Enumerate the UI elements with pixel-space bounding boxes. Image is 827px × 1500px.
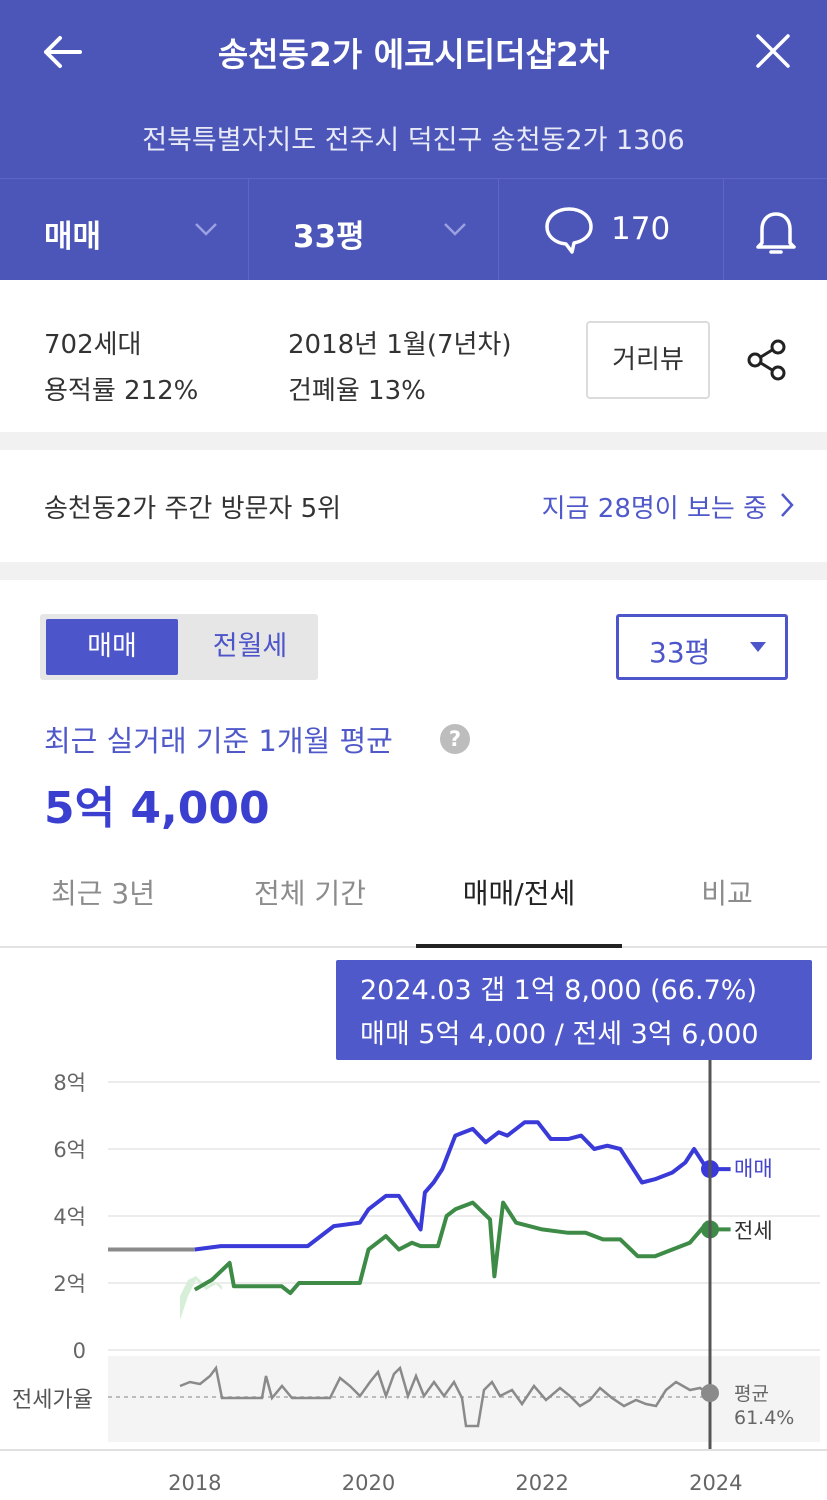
- y-tick-label: 4억: [53, 1205, 86, 1229]
- chart-tabs: 최근 3년 전체 기간 매매/전세 비교: [0, 866, 827, 948]
- complex-info: 702세대 2018년 1월(7년차) 용적률 212% 건폐율 13% 거리뷰: [0, 280, 827, 432]
- sale-series-label: 매매: [734, 1157, 773, 1181]
- size-dropdown[interactable]: 33평: [249, 179, 499, 280]
- x-tick-label: 2024: [689, 1471, 742, 1495]
- chart-tooltip: 2024.03 갭 1억 8,000 (66.7%) 매매 5억 4,000 /…: [336, 960, 812, 1060]
- avg-price: 5억 4,000: [44, 783, 270, 834]
- ratio-avg-label: 평균: [734, 1383, 769, 1405]
- building-coverage-ratio: 건폐율 13%: [288, 376, 426, 406]
- tooltip-prices: 매매 5억 4,000 / 전세 3억 6,000: [360, 1019, 759, 1050]
- visitor-rank: 송천동2가 주간 방문자 5위: [44, 494, 342, 524]
- chevron-down-icon: [195, 223, 217, 236]
- ratio-line: [179, 1365, 711, 1428]
- caret-down-icon: [750, 642, 766, 652]
- street-view-button[interactable]: 거리뷰: [586, 321, 710, 399]
- visitor-rank-row[interactable]: 송천동2가 주간 방문자 5위 지금 28명이 보는 중: [0, 450, 827, 562]
- y-tick-label: 2억: [53, 1272, 86, 1296]
- y-tick-label: 0: [73, 1339, 86, 1363]
- jeonse-price-line: [193, 1200, 731, 1296]
- toggle-rent[interactable]: 전월세: [212, 631, 288, 662]
- chevron-down-icon: [444, 223, 466, 236]
- help-icon[interactable]: ?: [440, 724, 470, 754]
- alarm-button[interactable]: [724, 179, 827, 280]
- price-chart[interactable]: 0 2억 4억 6억 8억 2018 2020 2022 2024 전세가율 매매 전세 평균…: [0, 1060, 827, 1500]
- share-icon[interactable]: [744, 338, 788, 382]
- tooltip-gap: 2024.03 갭 1억 8,000 (66.7%): [360, 975, 757, 1006]
- deal-type-toggle: 매매 전월세: [40, 614, 318, 680]
- ratio-axis-label: 전세가율: [12, 1388, 93, 1413]
- app-header: 송천동2가 에코시티더샵2차 전북특별자치도 전주시 덕진구 송천동2가 130…: [0, 0, 827, 280]
- sale-price-line: [194, 1120, 731, 1252]
- toggle-sale[interactable]: 매매: [46, 619, 178, 675]
- households: 702세대: [44, 330, 142, 360]
- page-title: 송천동2가 에코시티더샵2차: [217, 35, 610, 74]
- x-tick-label: 2020: [342, 1471, 395, 1495]
- comment-count: 170: [611, 211, 671, 247]
- y-tick-label: 8억: [53, 1071, 86, 1095]
- size-select[interactable]: 33평: [616, 614, 788, 680]
- back-arrow-icon[interactable]: [40, 30, 84, 74]
- comments-button[interactable]: 170: [499, 179, 724, 280]
- y-tick-label: 6억: [53, 1138, 86, 1162]
- jeonse-series-label: 전세: [734, 1219, 773, 1243]
- avg-price-label: 최근 실거래 기준 1개월 평균: [44, 724, 393, 758]
- ratio-avg-value: 61.4%: [734, 1407, 794, 1429]
- built-date: 2018년 1월(7년차): [288, 330, 512, 360]
- speech-bubble-icon: [545, 207, 593, 254]
- trade-type-dropdown[interactable]: 매매: [0, 179, 249, 280]
- bell-icon: [756, 212, 796, 254]
- floor-area-ratio: 용적률 212%: [44, 376, 199, 406]
- tab-recent-3y[interactable]: 최근 3년: [51, 877, 155, 910]
- x-tick-label: 2018: [168, 1471, 221, 1495]
- header-toolbar: 매매 33평 170: [0, 178, 827, 280]
- size-label: 33평: [293, 219, 365, 255]
- x-tick-label: 2022: [515, 1471, 568, 1495]
- trade-type-label: 매매: [44, 219, 102, 255]
- tab-sale-jeonse[interactable]: 매매/전세: [416, 866, 622, 948]
- address: 전북특별자치도 전주시 덕진구 송천동2가 1306: [142, 125, 685, 156]
- ratio-end-marker: [701, 1384, 719, 1402]
- tab-all-period[interactable]: 전체 기간: [254, 877, 366, 910]
- size-select-value: 33평: [649, 636, 711, 669]
- section-divider: [0, 562, 827, 580]
- tab-compare[interactable]: 비교: [701, 877, 753, 910]
- close-icon[interactable]: [752, 30, 794, 72]
- viewers-now[interactable]: 지금 28명이 보는 중: [541, 494, 767, 524]
- jeonse-range-band: [180, 1276, 222, 1320]
- chevron-right-icon: [781, 493, 794, 517]
- section-divider: [0, 432, 827, 450]
